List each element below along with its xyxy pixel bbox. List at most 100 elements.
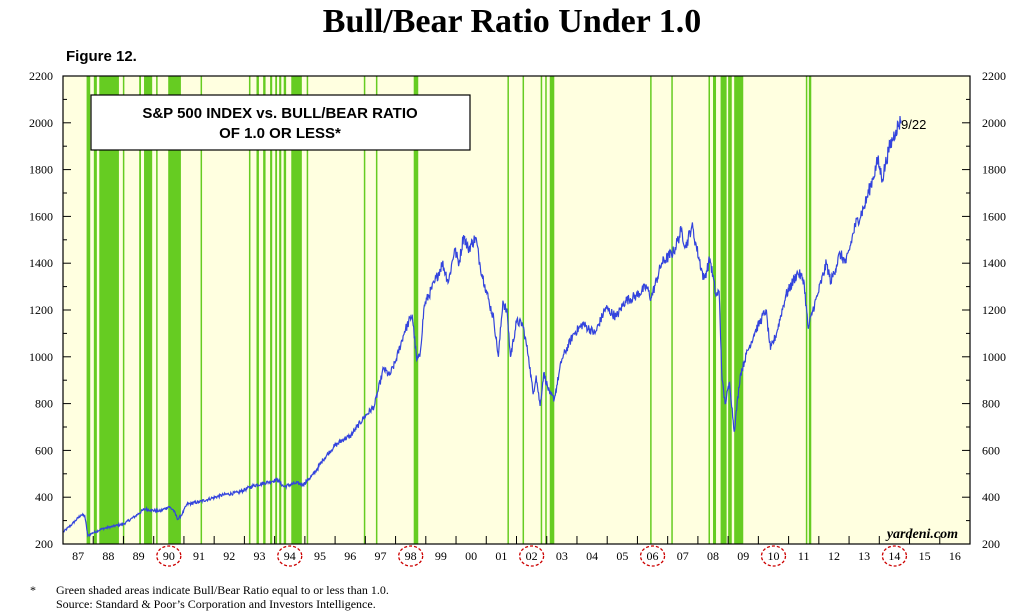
series-line-sp500 bbox=[62, 115, 902, 538]
shaded-period bbox=[734, 76, 744, 544]
y-tick-label-right: 800 bbox=[982, 397, 1000, 411]
x-tick-label: 14 bbox=[888, 549, 900, 563]
legend-box bbox=[90, 94, 471, 151]
watermark: yardeni.com bbox=[885, 527, 958, 542]
shaded-period bbox=[86, 76, 91, 544]
x-tick-label: 99 bbox=[435, 549, 447, 563]
legend-line-2: OF 1.0 OR LESS* bbox=[219, 125, 341, 142]
y-tick-label-right: 200 bbox=[982, 537, 1000, 551]
shaded-period bbox=[671, 76, 673, 544]
x-tick-label: 97 bbox=[374, 549, 386, 563]
shaded-period bbox=[279, 76, 282, 544]
plot-frame bbox=[62, 75, 971, 545]
y-tick-label-left: 2000 bbox=[29, 116, 53, 130]
x-tick-label: 03 bbox=[556, 549, 568, 563]
shaded-period bbox=[708, 76, 710, 544]
shaded-period bbox=[545, 76, 547, 544]
x-tick-label: 06 bbox=[647, 549, 659, 563]
x-tick-label: 12 bbox=[828, 549, 840, 563]
shaded-period bbox=[122, 76, 125, 544]
footnote-line-1: Green shaded areas indicate Bull/Bear Ra… bbox=[56, 583, 389, 597]
shaded-period bbox=[248, 76, 251, 544]
x-tick-label: 98 bbox=[405, 549, 417, 563]
x-tick-label: 96 bbox=[344, 549, 356, 563]
year-circle bbox=[398, 545, 424, 567]
shaded-period bbox=[200, 76, 203, 544]
shaded-period bbox=[139, 76, 142, 544]
y-tick-label-left: 1600 bbox=[29, 209, 53, 223]
x-tick-label: 00 bbox=[465, 549, 477, 563]
plot-background bbox=[63, 76, 970, 544]
y-tick-label-right: 1400 bbox=[982, 256, 1006, 270]
x-tick-label: 10 bbox=[767, 549, 779, 563]
chart-title: Bull/Bear Ratio Under 1.0 bbox=[322, 3, 702, 40]
shaded-period bbox=[413, 76, 419, 544]
shaded-period bbox=[256, 76, 259, 544]
shaded-period bbox=[263, 76, 266, 544]
shaded-period bbox=[549, 76, 555, 544]
x-tick-label: 02 bbox=[526, 549, 538, 563]
shaded-period bbox=[363, 76, 366, 544]
shaded-period bbox=[270, 76, 273, 544]
x-tick-label: 88 bbox=[102, 549, 114, 563]
y-tick-label-left: 1200 bbox=[29, 303, 53, 317]
y-tick-label-right: 1800 bbox=[982, 163, 1006, 177]
x-tick-label: 04 bbox=[586, 549, 598, 563]
y-tick-label-right: 1600 bbox=[982, 209, 1006, 223]
legend-line-1: S&P 500 INDEX vs. BULL/BEAR RATIO bbox=[142, 105, 418, 122]
shaded-period bbox=[507, 76, 509, 544]
y-tick-label-left: 1800 bbox=[29, 163, 53, 177]
year-circles bbox=[156, 545, 908, 567]
year-circle bbox=[881, 545, 908, 567]
year-circle bbox=[760, 545, 787, 567]
shaded-period bbox=[291, 76, 302, 544]
y-tick-label-left: 2200 bbox=[29, 69, 53, 83]
shaded-period bbox=[306, 76, 309, 544]
y-tick-label-left: 800 bbox=[35, 397, 53, 411]
footnote-line-2: Source: Standard & Poor’s Corporation an… bbox=[56, 597, 376, 611]
year-circle bbox=[277, 545, 303, 567]
year-circle bbox=[518, 545, 545, 567]
y-tick-label-left: 600 bbox=[35, 443, 53, 457]
footnote: * Green shaded areas indicate Bull/Bear R… bbox=[30, 583, 389, 611]
shaded-period bbox=[522, 76, 525, 544]
shaded-period bbox=[713, 76, 717, 544]
y-tick-label-left: 200 bbox=[35, 537, 53, 551]
shaded-period bbox=[168, 76, 181, 544]
y-tick-label-left: 1000 bbox=[29, 350, 53, 364]
y-tick-label-left: 400 bbox=[35, 490, 53, 504]
shaded-period bbox=[808, 76, 812, 544]
x-tick-label: 89 bbox=[133, 549, 145, 563]
x-tick-label: 13 bbox=[858, 549, 870, 563]
shaded-period bbox=[156, 76, 158, 544]
y-tick-label-right: 1200 bbox=[982, 303, 1006, 317]
shaded-period bbox=[540, 76, 543, 544]
x-tick-label: 94 bbox=[284, 549, 296, 563]
shaded-period bbox=[283, 76, 287, 544]
y-tick-label-right: 400 bbox=[982, 490, 1000, 504]
year-circle bbox=[156, 545, 182, 567]
x-tick-label: 91 bbox=[193, 549, 205, 563]
x-tick-label: 15 bbox=[919, 549, 931, 563]
shaded-period bbox=[144, 76, 153, 544]
y-tick-label-right: 600 bbox=[982, 443, 1000, 457]
figure-label: Figure 12. bbox=[66, 48, 137, 65]
x-tick-label: 95 bbox=[314, 549, 326, 563]
x-tick-label: 87 bbox=[72, 549, 84, 563]
last-value-label: 9/22 bbox=[901, 117, 926, 132]
year-circle bbox=[639, 545, 666, 567]
x-tick-label: 08 bbox=[707, 549, 719, 563]
y-tick-label-right: 2000 bbox=[982, 116, 1006, 130]
x-tick-label: 09 bbox=[737, 549, 749, 563]
x-tick-label: 01 bbox=[495, 549, 507, 563]
shaded-period bbox=[93, 76, 97, 544]
shaded-period bbox=[375, 76, 378, 544]
shaded-areas bbox=[86, 76, 812, 544]
x-tick-label: 93 bbox=[254, 549, 266, 563]
footnote-star: * bbox=[30, 583, 36, 597]
shaded-period bbox=[728, 76, 732, 544]
y-tick-label-right: 1000 bbox=[982, 350, 1006, 364]
x-tick-label: 92 bbox=[223, 549, 235, 563]
